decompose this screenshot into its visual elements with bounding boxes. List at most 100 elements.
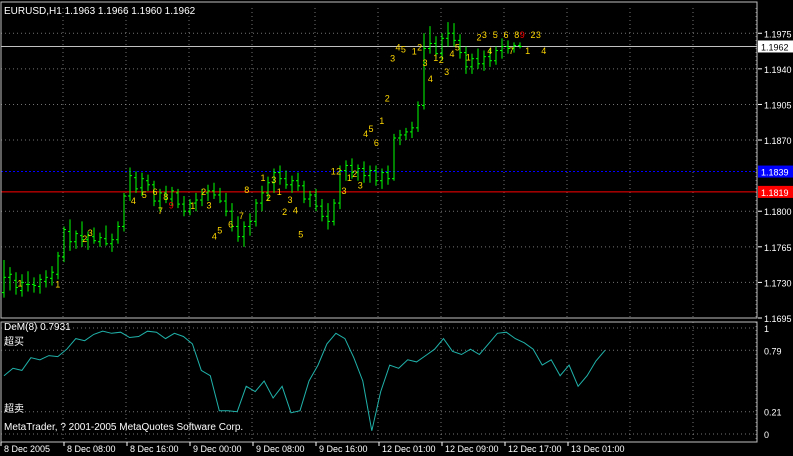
td-count-label: 8	[514, 30, 519, 40]
time-tick-label: 12 Dec 09:00	[445, 444, 499, 454]
time-tick-label: 8 Dec 16:00	[130, 444, 179, 454]
td-count-label: 1	[18, 279, 23, 289]
blue-level-label: 1.1839	[761, 168, 789, 178]
td-count-label: 3	[271, 175, 276, 185]
td-count-label: 1	[331, 167, 336, 177]
indicator-tick-label: 0	[764, 430, 769, 440]
td-count-label: 4	[212, 232, 217, 242]
td-count-label: 3	[358, 181, 363, 191]
td-count-label: 8	[163, 192, 168, 202]
td-count-label: 1	[379, 116, 384, 126]
oversold-label: 超卖	[4, 402, 24, 415]
current-price-label: 1.1962	[761, 42, 789, 52]
time-tick-label: 9 Dec 00:00	[193, 444, 242, 454]
td-count-label: 5	[455, 43, 460, 53]
td-count-label: 8	[244, 185, 249, 195]
td-count-label: 5	[142, 190, 147, 200]
td-count-label: 5	[401, 45, 406, 55]
td-count-label: 4	[396, 43, 401, 53]
td-count-label: 1	[277, 187, 282, 197]
td-count-label: 4	[487, 46, 492, 56]
td-count-label: 3	[536, 30, 541, 40]
time-tick-label: 8 Dec 2005	[4, 444, 50, 454]
td-count-label: 4	[428, 74, 433, 84]
td-count-label: 5	[369, 124, 374, 134]
td-count-label: 9	[169, 200, 174, 210]
red-level-label: 1.1819	[761, 188, 789, 198]
price-panel-frame	[0, 1, 758, 319]
demarker-line	[3, 330, 606, 431]
td-count-label: 1	[190, 201, 195, 211]
price-tick-label: 1.1870	[764, 136, 792, 146]
td-count-label: 2	[201, 187, 206, 197]
td-count-label: 4	[293, 205, 298, 215]
price-tick-label: 1.1905	[764, 100, 792, 110]
td-count-label: 5	[493, 30, 498, 40]
td-count-label: 7	[509, 46, 514, 56]
indicator-title: DeM(8) 0.7931	[4, 322, 71, 333]
td-count-label: 2	[352, 169, 357, 179]
td-count-label: 6	[153, 187, 158, 197]
td-count-label: 2	[417, 43, 422, 53]
price-tick-label: 1.1975	[764, 29, 792, 39]
td-count-label: 3	[342, 186, 347, 196]
td-count-label: 1	[433, 53, 438, 63]
time-tick-label: 9 Dec 08:00	[256, 444, 305, 454]
td-count-label: 3	[423, 58, 428, 68]
time-tick-label: 12 Dec 17:00	[508, 444, 562, 454]
td-count-label: 3	[207, 200, 212, 210]
td-count-label: 4	[131, 196, 136, 206]
td-count-label: 2	[266, 193, 271, 203]
td-count-label: 1	[525, 46, 530, 56]
time-tick-label: 9 Dec 16:00	[319, 444, 368, 454]
td-count-label: 2	[385, 94, 390, 104]
td-count-label: 7	[239, 211, 244, 221]
td-count-label: 2	[439, 55, 444, 65]
td-count-label: 6	[374, 138, 379, 148]
td-count-label: 1	[55, 279, 60, 289]
td-count-label: 3	[88, 228, 93, 238]
td-count-label: 1	[466, 53, 471, 63]
td-count-label: 2	[336, 167, 341, 177]
grid	[1, 8, 757, 442]
blue-level-box	[758, 165, 793, 178]
price-tick-label: 1.1800	[764, 207, 792, 217]
td-count-label: 6	[228, 220, 233, 230]
td-count-label: 2	[531, 30, 536, 40]
td-count-label: 2	[282, 207, 287, 217]
copyright-text: MetaTrader, ? 2001-2005 MetaQuotes Softw…	[4, 422, 243, 433]
td-count-label: 9	[520, 30, 525, 40]
horizontal-levels	[1, 45, 757, 193]
indicator-tick-label: 1	[764, 324, 769, 334]
price-tick-label: 1.1730	[764, 278, 792, 288]
time-tick-label: 12 Dec 01:00	[382, 444, 436, 454]
symbol-header: EURUSD,H1 1.1963 1.1966 1.1960 1.1962	[4, 6, 196, 17]
td-count-label: 3	[444, 67, 449, 77]
td-count-label: 1	[412, 46, 417, 56]
price-tick-label: 1.1695	[764, 314, 792, 324]
td-count-label: 4	[450, 49, 455, 59]
td-count-label: 7	[158, 206, 163, 216]
td-count-label: 1	[347, 173, 352, 183]
indicator-tick-label: 0.79	[764, 346, 782, 356]
time-tick-label: 8 Dec 08:00	[67, 444, 116, 454]
td-count-label: 6	[504, 30, 509, 40]
indicator-tick-label: 0.21	[764, 408, 782, 418]
td-count-label: 4	[363, 129, 368, 139]
td-count-label: 2	[477, 33, 482, 43]
td-count-label: 5	[298, 230, 303, 240]
price-bars	[2, 22, 522, 298]
td-count-label: 4	[541, 46, 546, 56]
td-count-label: 3	[288, 195, 293, 205]
price-tick-label: 1.1940	[764, 65, 792, 75]
current-price-box	[758, 40, 793, 53]
price-tick-label: 1.1765	[764, 243, 792, 253]
red-level-box	[758, 185, 793, 198]
td-count-label: 2	[82, 234, 87, 244]
td-count-label: 3	[390, 54, 395, 64]
td-count-label: 5	[217, 226, 222, 236]
